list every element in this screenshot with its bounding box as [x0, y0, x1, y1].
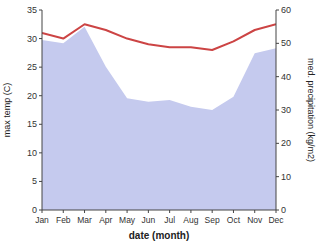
- y2-tick-label: 40: [281, 72, 291, 82]
- x-tick-label: Apr: [99, 215, 112, 225]
- x-tick-label: Jun: [142, 215, 156, 225]
- precipitation-area: [42, 27, 276, 210]
- x-tick-label: Oct: [227, 215, 241, 225]
- x-tick-label: Jul: [164, 215, 175, 225]
- x-axis-line: [42, 210, 276, 211]
- y2-tick: [276, 210, 279, 211]
- y2-tick: [276, 110, 279, 111]
- x-tick: [127, 210, 128, 213]
- y-tick: [39, 181, 42, 182]
- y-tick: [39, 38, 42, 39]
- y2-tick-label: 10: [281, 172, 291, 182]
- y-tick: [39, 67, 42, 68]
- x-tick-label: Dec: [268, 215, 284, 225]
- y-tick: [39, 95, 42, 96]
- y-tick-label: 25: [27, 62, 37, 72]
- y-tick-label: 35: [27, 5, 37, 15]
- y2-tick: [276, 76, 279, 77]
- x-tick: [63, 210, 64, 213]
- x-tick-label: Feb: [56, 215, 71, 225]
- y-tick: [39, 210, 42, 211]
- y2-tick-label: 50: [281, 38, 291, 48]
- y2-tick-label: 0: [281, 205, 286, 215]
- temperature-line: [42, 24, 276, 50]
- y-tick-label: 0: [32, 205, 37, 215]
- y-axis-line: [42, 10, 43, 210]
- x-tick: [105, 210, 106, 213]
- y-tick-label: 15: [27, 119, 37, 129]
- x-tick: [148, 210, 149, 213]
- x-tick: [233, 210, 234, 213]
- y-tick-label: 10: [27, 148, 37, 158]
- x-tick-label: Jan: [35, 215, 49, 225]
- y-tick: [39, 10, 42, 11]
- y-axis-label: max temp (C): [2, 83, 12, 138]
- y-tick-label: 5: [32, 176, 37, 186]
- x-tick: [212, 210, 213, 213]
- y2-tick-label: 60: [281, 5, 291, 15]
- y2-tick: [276, 176, 279, 177]
- x-tick: [169, 210, 170, 213]
- x-tick: [254, 210, 255, 213]
- x-tick-label: Aug: [183, 215, 198, 225]
- x-tick: [190, 210, 191, 213]
- y-tick-label: 20: [27, 91, 37, 101]
- y2-tick: [276, 10, 279, 11]
- y2-tick-label: 30: [281, 105, 291, 115]
- x-tick-label: Mar: [77, 215, 92, 225]
- y2-tick: [276, 143, 279, 144]
- x-tick-label: May: [119, 215, 136, 225]
- x-axis-label: date (month): [129, 230, 190, 241]
- x-tick: [84, 210, 85, 213]
- plot-area: [42, 24, 276, 210]
- y2-tick: [276, 43, 279, 44]
- y2-axis-label: med. precipitation (kg/m2): [306, 58, 316, 162]
- y-tick: [39, 152, 42, 153]
- chart: JanFebMarAprMayJunJulAugSepOctNovDec0510…: [0, 0, 318, 247]
- x-tick-label: Nov: [247, 215, 263, 225]
- x-tick-label: Sep: [205, 215, 220, 225]
- y2-tick-label: 20: [281, 138, 291, 148]
- y-tick: [39, 124, 42, 125]
- y-tick-label: 30: [27, 34, 37, 44]
